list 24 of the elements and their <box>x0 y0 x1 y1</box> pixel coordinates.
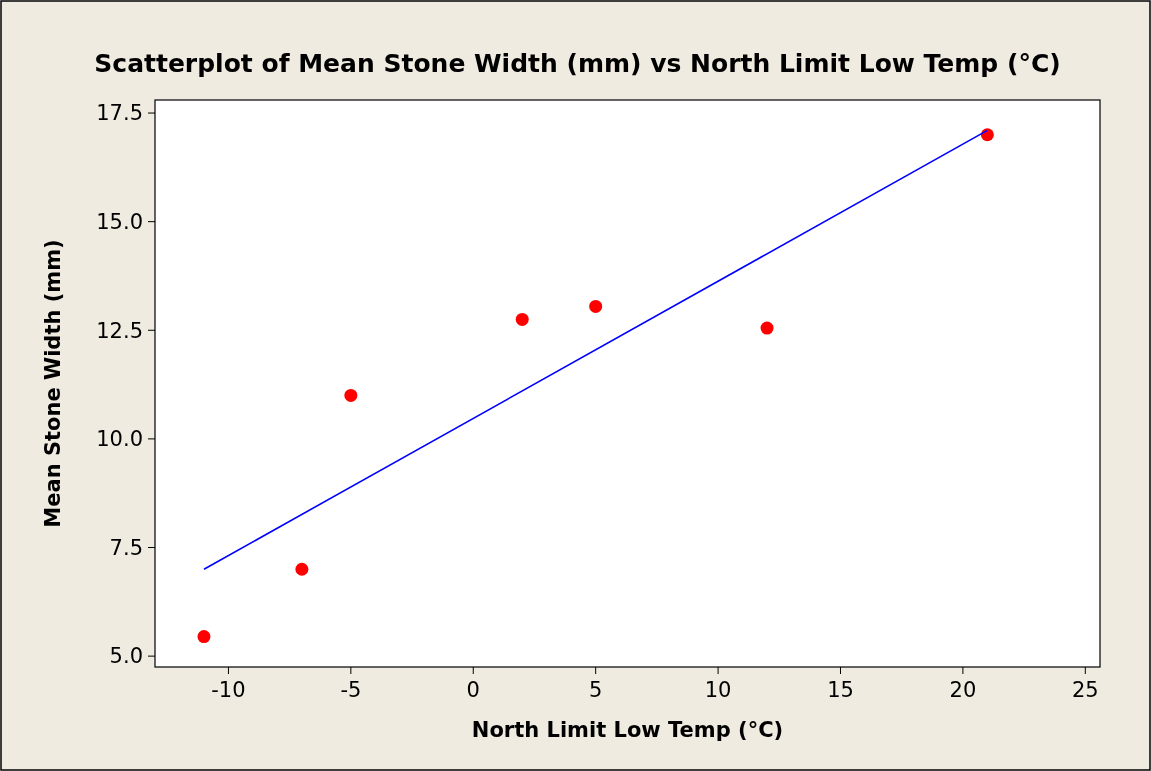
x-tick-label: 15 <box>827 678 854 702</box>
point <box>760 321 774 335</box>
point <box>344 388 358 402</box>
chart-title: Scatterplot of Mean Stone Width (mm) vs North Limit Low Temp (°C) <box>94 49 1061 78</box>
x-tick-label: -10 <box>211 678 246 702</box>
x-tick-label: 25 <box>1071 678 1099 702</box>
point <box>589 299 603 313</box>
y-tick-label: 5.0 <box>109 644 143 669</box>
y-tick-label: 10.0 <box>96 427 143 452</box>
y-tick-label: 7.5 <box>109 535 143 560</box>
y-tick-label: 15.0 <box>96 210 143 235</box>
y-axis-title: Mean Stone Width (mm) <box>41 239 65 528</box>
point <box>980 128 994 142</box>
point <box>295 562 309 576</box>
x-tick-label: 10 <box>704 678 732 702</box>
y-tick-label: 17.5 <box>96 101 143 126</box>
x-tick-label: 0 <box>466 678 480 702</box>
point <box>197 630 211 644</box>
x-tick-label: 20 <box>949 678 977 702</box>
x-tick-label: -5 <box>340 678 362 702</box>
x-tick-label: 5 <box>588 678 603 702</box>
y-tick-label: 12.5 <box>96 318 143 343</box>
point <box>515 312 529 326</box>
x-axis-title: North Limit Low Temp (°C) <box>471 718 784 742</box>
